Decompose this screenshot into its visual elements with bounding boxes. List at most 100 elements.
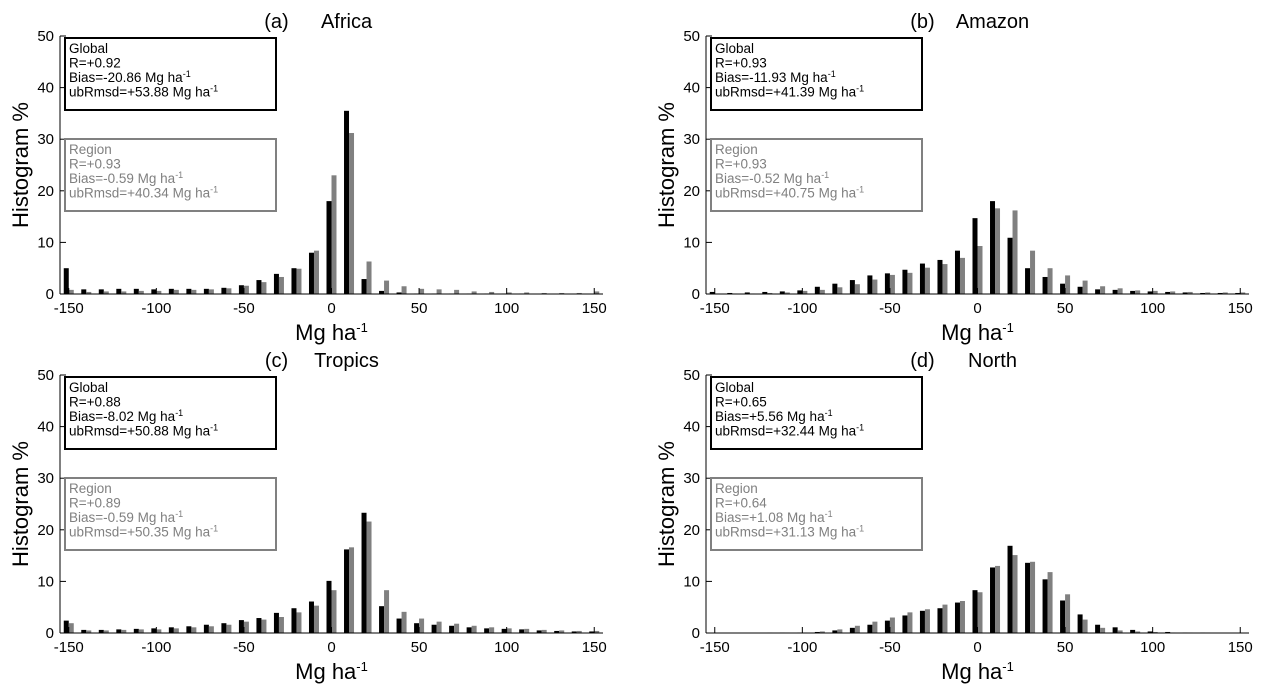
y-tick-label: 20 [683, 183, 700, 200]
bar-region--50 [890, 275, 895, 294]
x-axis-label-text: Mg ha [295, 659, 357, 684]
y-tick-label: 10 [683, 234, 700, 251]
bar-global-20 [362, 279, 367, 294]
bar-global--120 [116, 289, 121, 294]
chart-title: North [968, 350, 1017, 372]
bar-region--70 [209, 289, 214, 294]
bar-region-90 [489, 627, 494, 633]
global-stats-box-bias: Bias=+5.56 Mg ha-1 [715, 408, 833, 424]
global-stats-box-r-text: R=+0.92 [69, 56, 121, 71]
x-tick-label: 0 [327, 639, 335, 656]
bar-global-10 [344, 111, 349, 294]
global-stats-box-title-text: Global [69, 41, 108, 56]
region-stats-box-bias-text: Bias=-0.59 Mg ha [69, 510, 176, 525]
bar-global-10 [990, 567, 995, 633]
region-stats-box-bias: Bias=-0.59 Mg ha-1 [69, 170, 183, 186]
bar-global--60 [867, 625, 872, 633]
x-tick-label: -150 [54, 300, 84, 317]
bar-region-50 [1065, 594, 1070, 633]
region-stats-box-ubrmsd-text: ubRmsd=+40.75 Mg ha [715, 186, 857, 201]
bar-region--30 [279, 617, 284, 633]
region-stats-box-ubrmsd: ubRmsd=+40.75 Mg ha-1 [715, 185, 864, 201]
bar-global--60 [867, 275, 872, 294]
bar-region--90 [820, 290, 825, 294]
x-axis-label-text: Mg ha [941, 659, 1003, 684]
x-tick-label: -100 [787, 639, 817, 656]
bar-global--40 [902, 615, 907, 633]
global-stats-box-title: Global [715, 380, 754, 395]
bar-global-40 [397, 619, 402, 633]
region-stats-box-bias-text: Bias=-0.52 Mg ha [715, 171, 822, 186]
region-stats-box-r-text: R=+0.64 [715, 496, 767, 511]
bar-region-0 [978, 592, 983, 633]
bar-region-70 [454, 624, 459, 633]
bar-region--20 [942, 605, 947, 633]
bar-global--10 [955, 251, 960, 294]
bar-region-20 [1013, 555, 1018, 633]
bar-global--30 [274, 274, 279, 294]
bar-global-70 [449, 626, 454, 633]
bar-region-50 [1065, 275, 1070, 294]
global-stats-box-ubrmsd: ubRmsd=+53.88 Mg ha-1 [69, 84, 218, 100]
chart-title: Tropics [314, 350, 379, 372]
bar-region-0 [332, 175, 337, 294]
x-tick-label: 50 [1057, 300, 1074, 317]
y-tick-label: 40 [683, 80, 700, 97]
y-tick-label: 20 [37, 522, 54, 539]
bar-global-80 [1113, 627, 1118, 633]
bar-region-50 [419, 619, 424, 633]
global-stats-box-ubrmsd-sup: -1 [210, 423, 218, 433]
global-stats-box-title-text: Global [715, 380, 754, 395]
bar-global--40 [256, 618, 261, 633]
global-stats-box-bias-text: Bias=-20.86 Mg ha [69, 70, 183, 85]
global-stats-box-r: R=+0.65 [715, 395, 767, 410]
bar-region--30 [925, 609, 930, 633]
region-stats-box-ubrmsd: ubRmsd=+50.35 Mg ha-1 [69, 524, 218, 540]
y-tick-label: 50 [37, 367, 54, 384]
bar-region--70 [209, 626, 214, 633]
global-stats-box-ubrmsd-sup: -1 [856, 84, 864, 94]
x-axis-label-text: Mg ha [295, 320, 357, 345]
bar-region-20 [1013, 210, 1018, 294]
y-tick-label: 50 [683, 28, 700, 45]
x-tick-label: 50 [411, 300, 428, 317]
bar-region--50 [244, 286, 249, 294]
y-tick-label: 0 [692, 286, 700, 303]
panel-label: (b) [910, 11, 934, 33]
bar-region-40 [402, 612, 407, 633]
x-tick-label: 0 [973, 300, 981, 317]
chart-panel-4: (d) North01020304050-150 -100 -50 0 50 100 150H… [654, 350, 1253, 684]
bar-region--40 [907, 273, 912, 294]
x-tick-label: 100 [1140, 639, 1165, 656]
bar-global--110 [134, 289, 139, 294]
bar-global-10 [344, 549, 349, 633]
bar-global--100 [151, 628, 156, 633]
y-tick-label: 20 [37, 183, 54, 200]
x-tick-label: 100 [494, 300, 519, 317]
region-stats-box-r: R=+0.89 [69, 496, 121, 511]
region-stats-box-ubrmsd: ubRmsd=+31.13 Mg ha-1 [715, 524, 864, 540]
y-tick-label: 0 [46, 286, 54, 303]
region-stats-box-r: R=+0.93 [715, 157, 767, 172]
x-axis-label: Mg ha-1 [941, 659, 1014, 684]
x-axis-label: Mg ha-1 [295, 320, 368, 345]
bar-global-60 [432, 625, 437, 633]
region-stats-box-title: Region [69, 142, 112, 157]
bar-global--140 [81, 289, 86, 294]
y-axis-label: Histogram % [8, 441, 33, 567]
bar-global--110 [134, 629, 139, 633]
global-stats-box-r-text: R=+0.65 [715, 395, 767, 410]
bar-global-80 [467, 627, 472, 633]
bar-global--130 [99, 289, 104, 294]
x-axis-label-sup: -1 [356, 320, 368, 335]
bar-region-70 [1100, 628, 1105, 633]
bar-region--20 [942, 264, 947, 294]
y-tick-label: 10 [683, 573, 700, 590]
bar-global--90 [169, 289, 174, 294]
x-tick-label: -150 [700, 639, 730, 656]
bar-region-30 [384, 281, 389, 294]
x-tick-label: -100 [141, 300, 171, 317]
region-stats-box-bias-sup: -1 [175, 170, 183, 180]
bar-region--10 [960, 601, 965, 633]
bar-region-60 [1083, 620, 1088, 633]
